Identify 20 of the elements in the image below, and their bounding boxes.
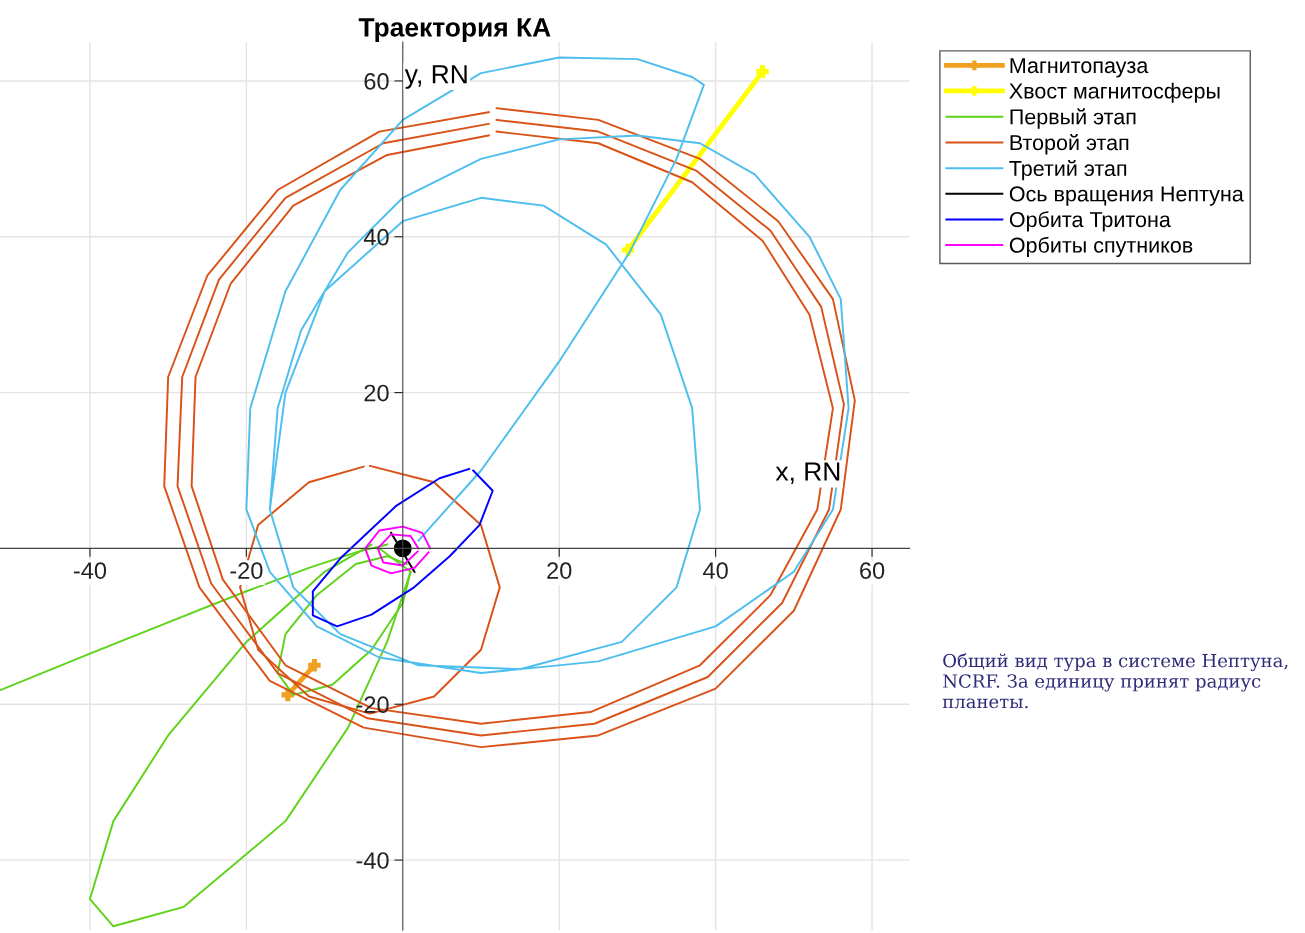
y-tick-label: 20 <box>364 384 389 402</box>
legend-label: Второй этап <box>1010 134 1129 155</box>
y-tick-label: 60 <box>364 73 389 90</box>
legend-label: Магнитопауза <box>1010 58 1149 78</box>
legend-label: Ось вращения Нептуна <box>1009 186 1244 206</box>
x-tick-label: -20 <box>230 562 263 579</box>
legend-label: Третий этап <box>1009 159 1127 181</box>
y-axis-title: y, RN <box>404 65 467 89</box>
chart-title: Траектория КА <box>358 18 551 42</box>
legend-label: Первый этап <box>1010 108 1136 129</box>
x-axis-title: x, RN <box>775 462 840 484</box>
legend-label: Хвост магнитосферы <box>1009 82 1220 103</box>
legend-label: Орбиты спутников <box>1009 236 1193 258</box>
x-tick-label: 20 <box>547 562 572 579</box>
x-tick-label: 60 <box>860 562 885 579</box>
x-tick-label: 40 <box>703 562 728 579</box>
text: Общий вид тура в системе Нептуна, NCRF. За единицу принят радиус планеты. <box>942 653 1288 709</box>
legend-label: Орбита Тритона <box>1009 211 1171 232</box>
x-tick-label: -40 <box>73 562 107 579</box>
y-tick-label: -40 <box>356 852 389 869</box>
